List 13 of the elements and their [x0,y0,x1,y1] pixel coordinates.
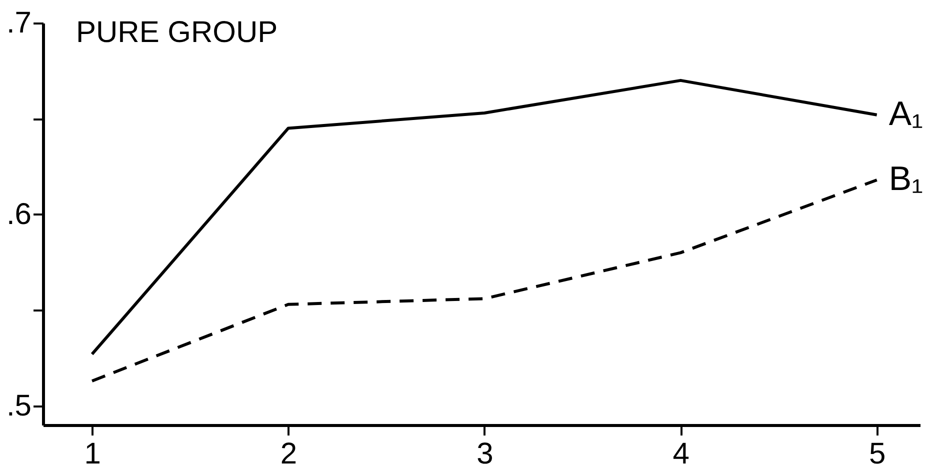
series-label: A₁ [888,94,923,133]
x-tick-label: 5 [868,438,886,470]
chart-title: PURE GROUP [76,16,278,49]
x-tick-label: 2 [280,438,298,470]
y-tick-label: .7 [6,6,32,40]
x-tick-label: 1 [84,438,101,470]
x-tick-label: 4 [672,438,690,470]
series-label: B₁ [888,160,923,198]
line-series [90,178,878,382]
y-tick-label: .5 [6,389,32,422]
x-tick-label: 3 [476,438,494,470]
y-tick-label: .6 [6,198,32,231]
line-series [90,78,878,356]
